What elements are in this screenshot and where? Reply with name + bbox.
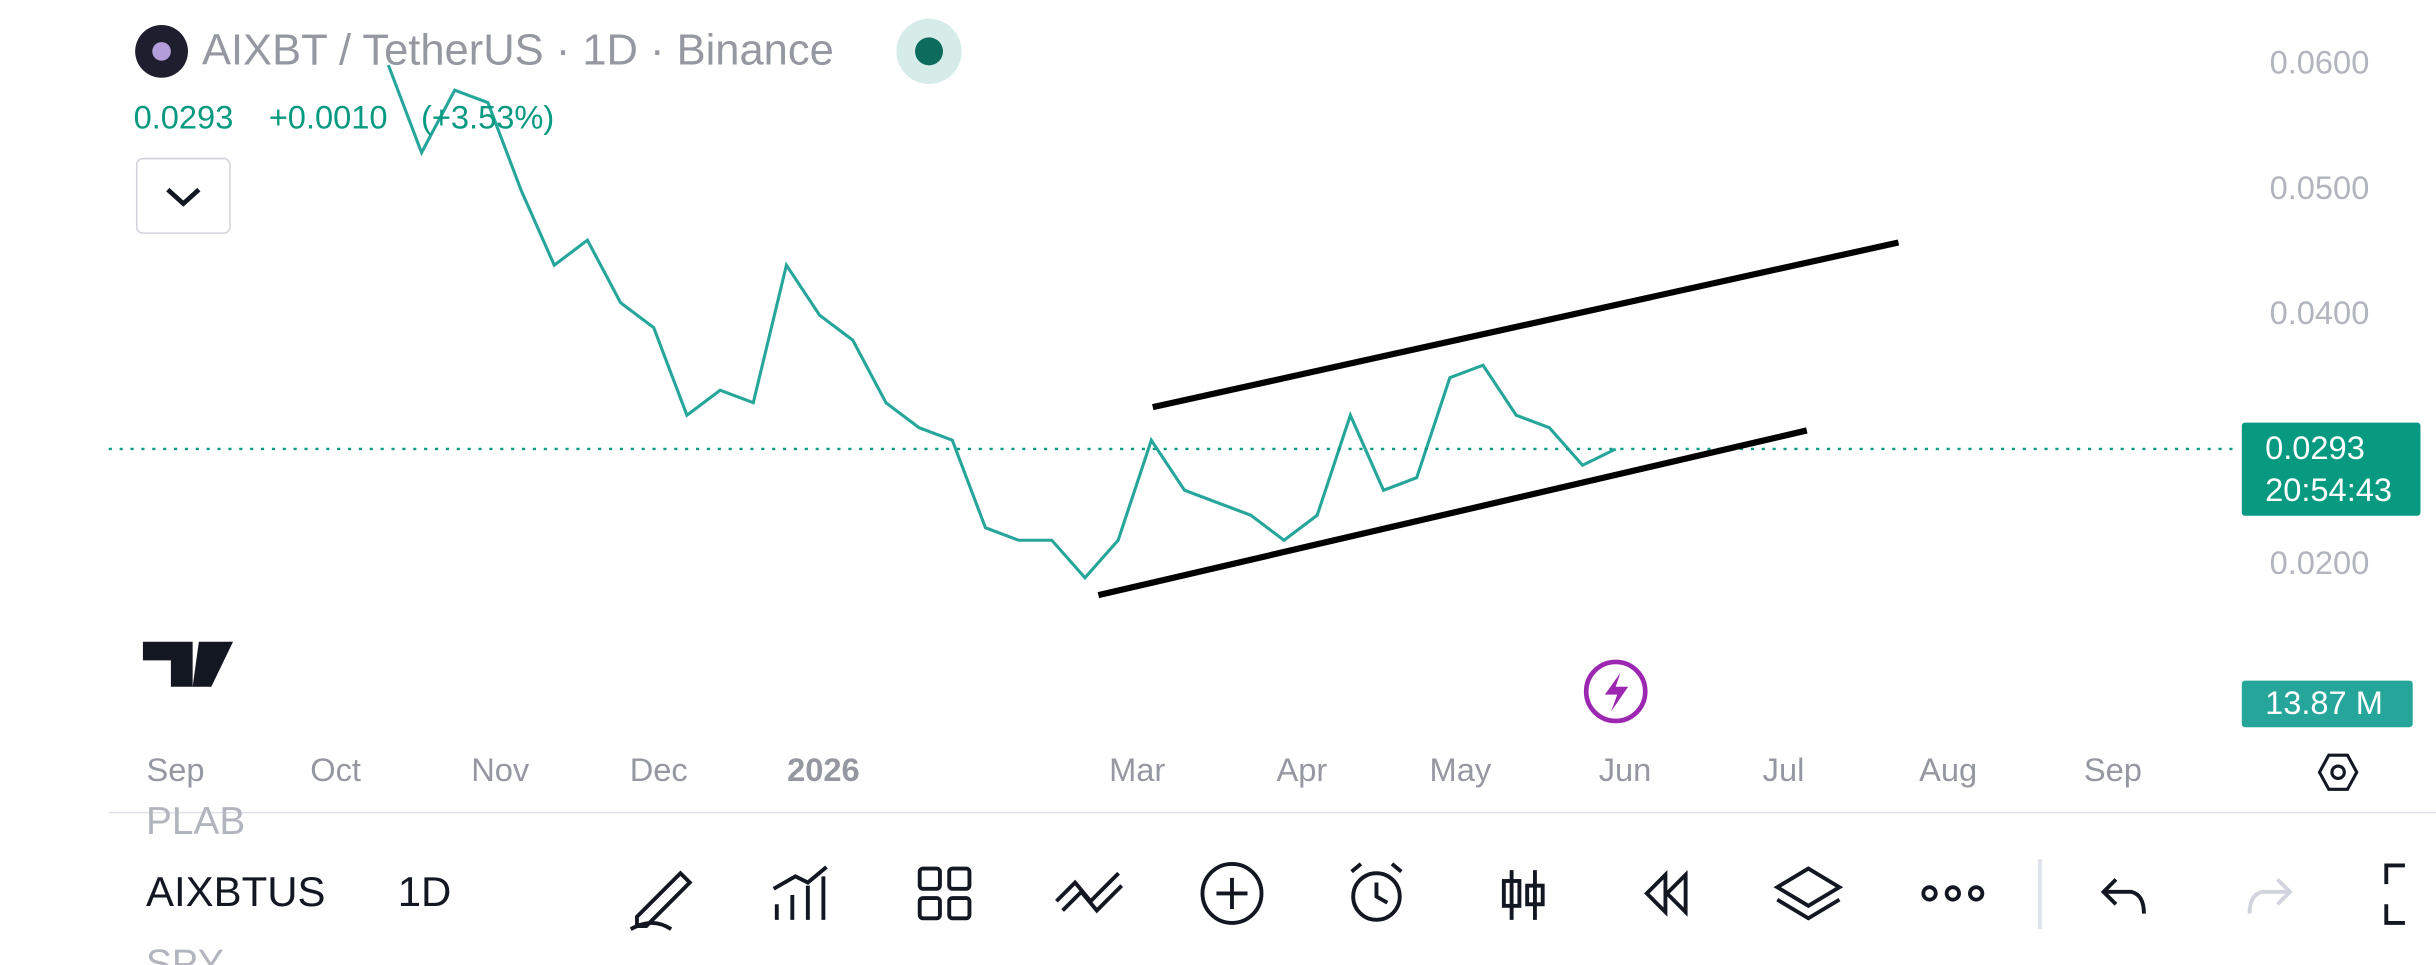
x-tick-label: Nov [471, 751, 530, 788]
y-tick-label: 0.0200 [2270, 544, 2370, 581]
x-tick-label: 2026 [787, 751, 860, 788]
settings-icon-center [2330, 764, 2346, 781]
more-dot-3 [1967, 885, 1985, 902]
price-change-pct: (+3.53%) [421, 98, 554, 135]
replay-tool[interactable] [1644, 870, 1688, 917]
settings-icon[interactable] [2317, 753, 2359, 791]
redo[interactable] [2247, 878, 2293, 914]
layout-tool-2 [947, 866, 972, 891]
market-status-dot [915, 37, 944, 66]
x-tick-label: Jun [1599, 751, 1652, 788]
x-tick-label: May [1430, 751, 1492, 788]
x-tick-label: Apr [1277, 751, 1328, 788]
x-tick-label: Mar [1109, 751, 1165, 788]
price-tag [2241, 422, 2421, 516]
channel-lower[interactable] [1097, 427, 1808, 599]
y-tick-label: 0.0500 [2270, 169, 2370, 206]
chevron-icon [166, 187, 201, 207]
x-tick-label: Aug [1919, 751, 1977, 788]
price-tag-value: 0.0293 [2265, 429, 2365, 466]
flash-icon [1604, 672, 1629, 712]
layers-tool[interactable] [1773, 866, 1844, 921]
layout-tool-3 [917, 896, 942, 921]
layout-tool-4 [947, 896, 972, 921]
x-tick-label: Sep [147, 751, 205, 788]
indicators-tool[interactable] [772, 865, 828, 920]
bars-tool[interactable] [1509, 870, 1537, 920]
interval[interactable]: 1D [398, 868, 452, 915]
undo[interactable] [2100, 878, 2146, 914]
toolbar [629, 859, 2405, 931]
bars-tool-candle [1501, 879, 1522, 908]
symbol-title[interactable]: AIXBT / TetherUS · 1D · Binance [202, 26, 834, 74]
x-tick-label: Jul [1763, 751, 1805, 788]
collapse-button[interactable] [135, 157, 231, 234]
price-line [386, 64, 1617, 581]
layout-tool[interactable] [917, 866, 942, 891]
x-tick-label: Sep [2084, 751, 2142, 788]
y-tick-label: 0.0400 [2270, 294, 2370, 331]
add-plus [1216, 877, 1248, 909]
add-tool[interactable] [1200, 861, 1264, 925]
channel-upper[interactable] [1152, 239, 1900, 411]
volume-tag-value: 13.87 M [2265, 684, 2383, 721]
y-tick-label: 0.0600 [2270, 44, 2370, 81]
watchlist-current[interactable]: AIXBTUS [146, 868, 325, 915]
compare-tool[interactable] [1055, 871, 1124, 914]
fullscreen[interactable] [2384, 863, 2405, 925]
x-tick-label: Dec [630, 751, 688, 788]
bars-tool-candle-2 [1525, 883, 1545, 907]
more-dot-2 [1944, 885, 1961, 902]
tv-logo [142, 641, 234, 687]
x-tick-label: Oct [310, 751, 361, 788]
watchlist-next[interactable]: SPY [146, 943, 224, 965]
symbol-logo-mark [152, 42, 171, 61]
more-dot[interactable] [1921, 885, 1938, 902]
volume-tag [2241, 680, 2413, 728]
last-price: 0.0293 [134, 98, 234, 135]
price-change: +0.0010 [269, 98, 388, 135]
alert-tool[interactable] [1351, 871, 1402, 922]
price-tag-countdown: 20:54:43 [2265, 471, 2392, 508]
watchlist-prev[interactable]: PLAB [146, 800, 245, 843]
alert-hands [1350, 862, 1403, 905]
draw-tool[interactable] [629, 870, 693, 931]
